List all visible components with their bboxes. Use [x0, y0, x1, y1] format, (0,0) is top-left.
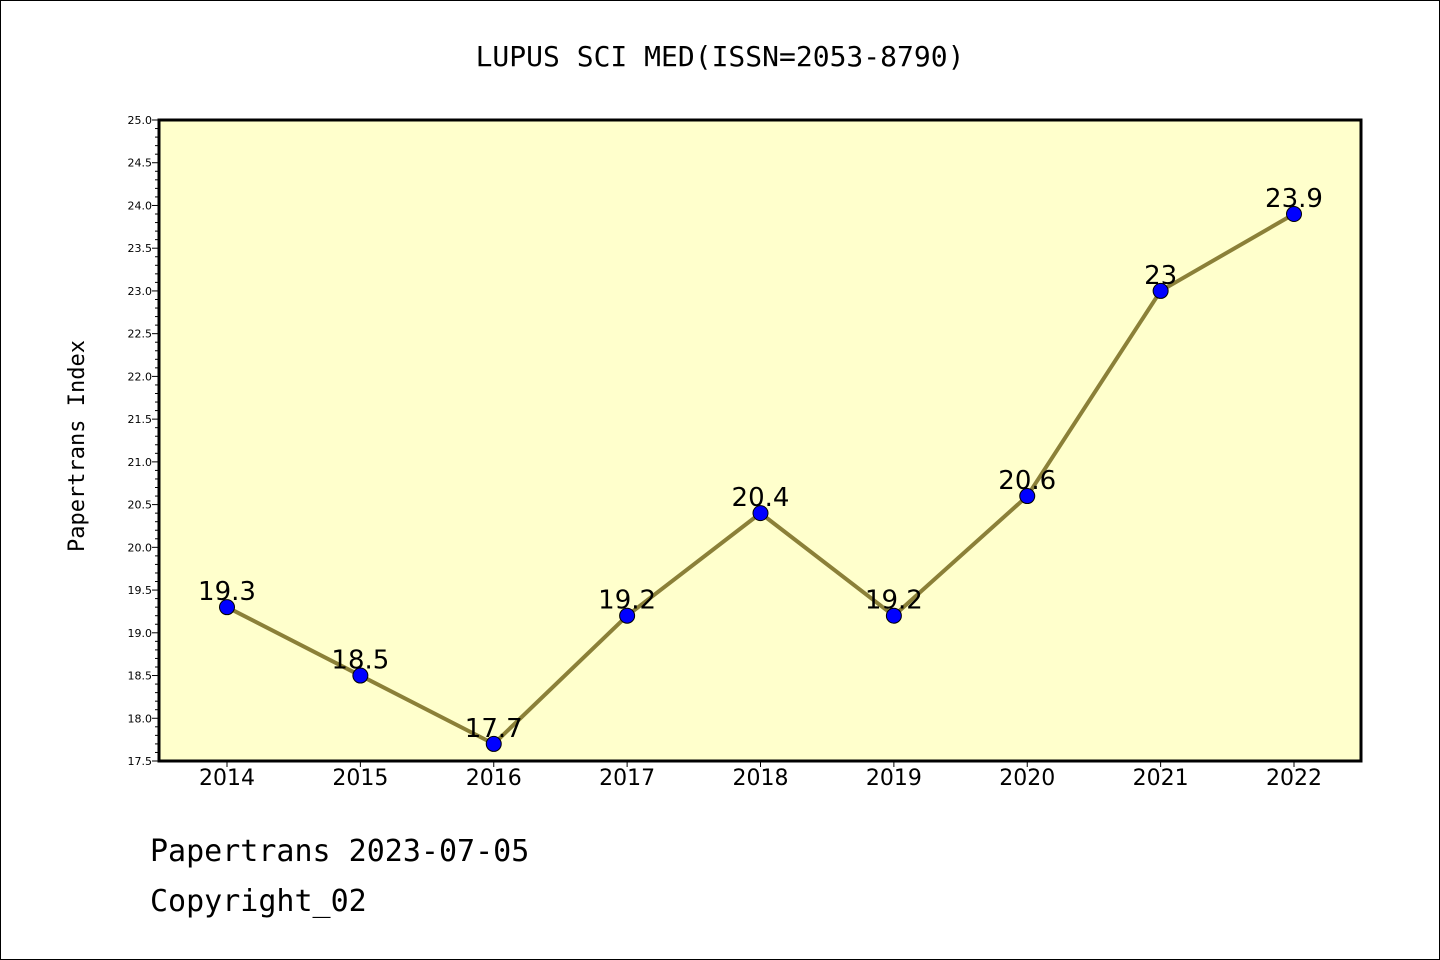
y-tick-label: 17.5	[128, 755, 153, 768]
y-tick-label: 24.0	[128, 199, 153, 212]
y-tick-label: 20.5	[128, 499, 153, 512]
data-label: 23.9	[1265, 184, 1323, 214]
data-point	[885, 607, 902, 624]
data-point	[1019, 488, 1036, 505]
data-point	[1286, 206, 1302, 223]
data-label: 19.3	[198, 577, 256, 607]
chart-title: LUPUS SCI MED(ISSN=2053-8790)	[476, 40, 965, 73]
x-tick-label: 2019	[866, 766, 922, 791]
x-tick-label: 2016	[466, 766, 522, 791]
y-tick-label: 22.0	[128, 370, 153, 383]
data-label: 19.2	[865, 586, 923, 616]
y-tick-label: 23.5	[128, 242, 153, 255]
y-tick-label: 22.5	[128, 328, 153, 341]
y-axis: 17.5 18.0 18.5 19.0 19.5 20.0 20.5 21.0 21.5 22.0…	[128, 114, 159, 768]
y-tick-label: 21.0	[128, 456, 153, 469]
y-tick-label: 24.5	[128, 157, 153, 170]
footer-date-line: Papertrans 2023-07-05	[150, 834, 530, 869]
x-tick-label: 2021	[1133, 766, 1189, 791]
data-point	[485, 735, 502, 752]
y-tick-label: 18.5	[128, 670, 153, 683]
x-tick-label: 2022	[1266, 766, 1322, 791]
data-point	[619, 607, 636, 624]
data-label: 23	[1144, 261, 1177, 291]
x-tick-label: 2015	[332, 766, 388, 791]
data-point	[352, 667, 369, 684]
y-tick-label: 19.5	[128, 584, 153, 597]
y-tick-label: 20.0	[128, 541, 153, 554]
x-tick-label: 2017	[599, 766, 655, 791]
data-label: 20.6	[998, 466, 1056, 496]
y-tick-label: 18.0	[128, 712, 153, 725]
data-label: 18.5	[331, 646, 389, 676]
y-tick-label: 21.5	[128, 413, 153, 426]
y-tick-label: 25.0	[128, 114, 153, 127]
y-tick-label: 19.0	[128, 627, 153, 640]
data-label: 20.4	[732, 483, 790, 513]
data-point	[1152, 282, 1169, 299]
data-point	[219, 599, 235, 616]
data-point	[752, 505, 769, 522]
plot-area	[157, 118, 1363, 763]
footer-copyright: Copyright_02	[150, 884, 367, 919]
y-axis-label: Papertrans Index	[65, 340, 90, 552]
data-label: 19.2	[598, 586, 656, 616]
x-tick-label: 2014	[199, 766, 255, 791]
y-tick-label: 23.0	[128, 285, 153, 298]
data-label: 17.7	[465, 714, 523, 744]
x-tick-label: 2018	[733, 766, 789, 791]
data-series: 19.3 18.5 17.7 19.2 20.4 19.2 20.6 23 23.9	[198, 184, 1323, 752]
x-tick-label: 2020	[999, 766, 1055, 791]
x-axis: 2014 2015 2016 2017 2018 2019 2020 2021 2022	[199, 761, 1322, 791]
